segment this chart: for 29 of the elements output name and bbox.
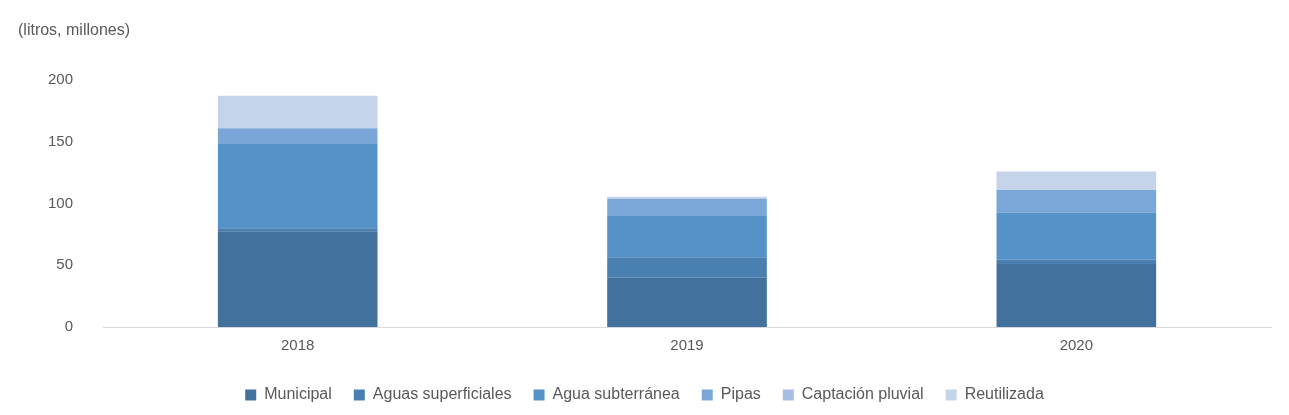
bar [607, 277, 767, 327]
bar [217, 231, 378, 327]
bar [217, 228, 378, 232]
legend-label: Pipas [720, 385, 761, 403]
x-tick-label: 2019 [670, 336, 704, 354]
legend-label: Aguas superficiales [372, 385, 512, 403]
y-tick-label: 50 [56, 255, 74, 273]
legend-label: Municipal [264, 385, 332, 403]
bar [996, 259, 1157, 265]
bar [996, 171, 1157, 191]
y-tick-label: 200 [48, 70, 74, 88]
legend-label: Captación pluvial [801, 385, 924, 403]
y-tick-label: 150 [48, 132, 74, 150]
bar [996, 264, 1157, 327]
x-tick-label: 2018 [281, 336, 315, 354]
bar [996, 212, 1157, 260]
y-tick-label: 100 [48, 193, 74, 211]
bar [607, 215, 767, 258]
bar [217, 128, 378, 144]
bar [996, 190, 1157, 213]
legend-label: Reutilizada [964, 385, 1044, 403]
legend-label: Agua subterránea [552, 385, 680, 403]
bar [607, 257, 767, 278]
bar [607, 198, 767, 216]
y-tick-label: 0 [64, 317, 74, 335]
bar [217, 95, 378, 129]
bar [217, 143, 378, 229]
chart-title: (litros, millones) [18, 21, 131, 39]
x-tick-label: 2020 [1059, 336, 1094, 354]
